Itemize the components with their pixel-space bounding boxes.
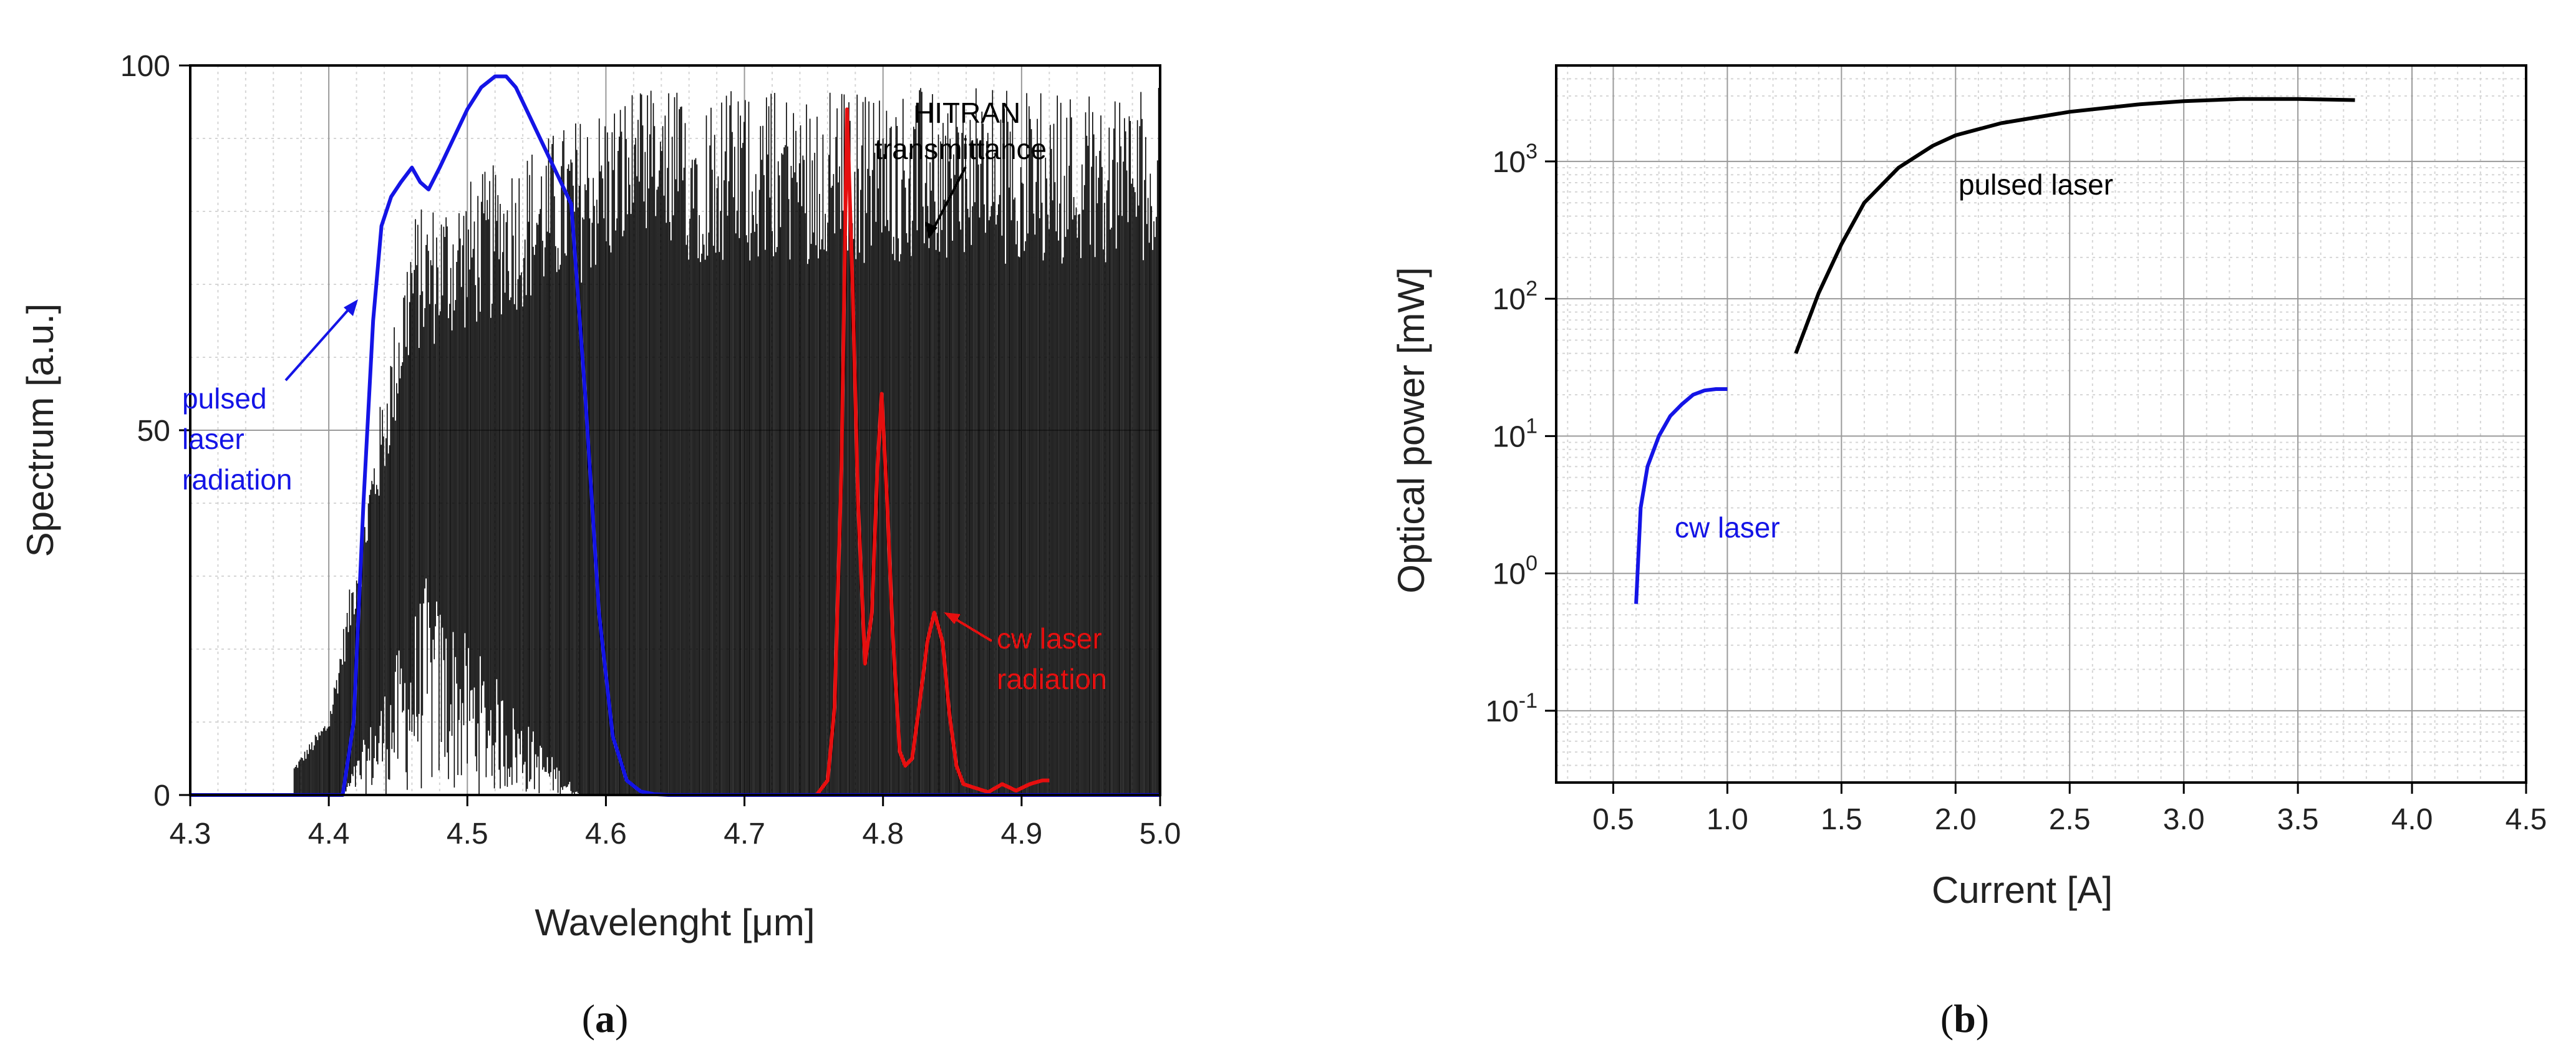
a-x-tick-label: 4.4 (308, 817, 350, 850)
a-panel-caption: (a) (582, 996, 629, 1041)
b-x-axis-label: Current [A] (1932, 869, 2113, 911)
b-y-tick-label: 100 (1493, 552, 1537, 591)
b-series-pulsed (1794, 97, 2355, 354)
b-plot-frame (1555, 64, 2527, 784)
a-x-tick-label: 4.7 (724, 817, 765, 850)
a-series-pulsed (190, 74, 1160, 797)
a-annotation-hitran-line1: HITRAN (914, 97, 1020, 129)
a-y-tick-label: 0 (153, 779, 170, 812)
b-series-cw (1634, 387, 1728, 604)
a-series-cw (800, 107, 1050, 797)
a-arrow-cw (951, 616, 993, 642)
b-y-tick-label: 10-1 (1485, 689, 1537, 728)
b-x-tick-label: 2.0 (1935, 803, 1977, 836)
a-y-tick-label: 50 (137, 415, 170, 448)
a-annotation-pulsed-line1: pulsed (182, 382, 267, 415)
a-panel-caption-letter: a (595, 996, 615, 1041)
panel-b: 0.5 1.0 1.5 2.0 2.5 3.0 3.5 4.0 4.5 10-110010110… (1390, 64, 2547, 1041)
a-arrowhead-pulsed (344, 299, 358, 316)
b-annotation-pulsed: pulsed laser (1959, 168, 2113, 201)
a-annotation-pulsed: pulsed laser radiation (182, 382, 292, 496)
a-x-tick-label: 4.5 (447, 817, 488, 850)
b-x-ticks: 0.5 1.0 1.5 2.0 2.5 3.0 3.5 4.0 4.5 (1592, 783, 2547, 836)
b-x-tick-label: 1.5 (1821, 803, 1862, 836)
a-y-axis-label: Spectrum [a.u.] (19, 304, 61, 557)
b-annotation-cw: cw laser (1675, 511, 1780, 544)
b-y-tick-label: 101 (1493, 414, 1537, 453)
a-arrowhead-hitran (925, 221, 937, 239)
panel-a: 4.3 4.4 4.5 4.6 4.7 4.8 4.9 5.0 0 50 100 Waveleng… (19, 50, 1181, 1041)
a-hitran-lines (293, 88, 1161, 795)
a-x-tick-label: 5.0 (1140, 817, 1181, 850)
b-y-tick-base: 10 (1485, 695, 1518, 728)
a-x-tick-label: 4.3 (170, 817, 211, 850)
a-x-tick-label: 4.8 (862, 817, 904, 850)
a-x-axis-label: Wavelenght [μm] (535, 902, 815, 943)
a-annotation-hitran-line2: transmittance (874, 133, 1047, 165)
a-annotation-hitran: HITRAN transmittance (874, 97, 1047, 165)
a-annotation-pulsed-line3: radiation (182, 463, 292, 496)
b-y-tick-exp: 1 (1526, 414, 1537, 438)
b-y-tick-exp: -1 (1519, 689, 1537, 713)
b-y-tick-exp: 0 (1526, 552, 1537, 576)
b-x-tick-label: 3.5 (2277, 803, 2319, 836)
b-x-tick-label: 4.0 (2391, 803, 2433, 836)
a-arrow-hitran (931, 166, 967, 231)
b-y-tick-label: 102 (1493, 277, 1537, 316)
b-y-tick-base: 10 (1493, 146, 1526, 179)
a-y-tick-label: 100 (120, 50, 170, 83)
b-x-tick-label: 2.5 (2049, 803, 2091, 836)
b-x-tick-label: 1.0 (1707, 803, 1748, 836)
a-y-ticks: 0 50 100 (120, 50, 190, 812)
b-panel-caption-letter: b (1954, 996, 1976, 1041)
b-x-tick-label: 3.0 (2163, 803, 2205, 836)
b-series-lines (1634, 97, 2355, 604)
b-y-tick-exp: 3 (1526, 140, 1537, 163)
b-y-tick-label: 103 (1493, 140, 1537, 179)
b-x-tick-label: 4.5 (2506, 803, 2547, 836)
a-x-tick-label: 4.6 (585, 817, 627, 850)
b-y-tick-base: 10 (1493, 283, 1526, 316)
b-x-tick-label: 0.5 (1592, 803, 1634, 836)
a-annotation-cw: cw laser radiation (997, 622, 1110, 695)
a-arrow-pulsed (284, 307, 351, 382)
b-y-tick-base: 10 (1493, 558, 1526, 591)
b-y-tick-base: 10 (1493, 420, 1526, 453)
a-series-lines (190, 74, 1160, 797)
b-y-axis-label: Optical power [mW] (1390, 267, 1432, 593)
a-x-tick-label: 4.9 (1000, 817, 1042, 850)
a-annotation-cw-line1: cw laser (997, 622, 1102, 655)
a-annotation-cw-line2: radiation (997, 663, 1106, 695)
a-annotation-pulsed-line2: laser (182, 423, 245, 455)
b-minor-grid (1556, 65, 2526, 783)
a-x-ticks: 4.3 4.4 4.5 4.6 4.7 4.8 4.9 5.0 (170, 795, 1181, 850)
a-arrowhead-cw (944, 612, 961, 624)
b-y-tick-exp: 2 (1526, 277, 1537, 301)
b-panel-caption: (b) (1940, 996, 1989, 1041)
